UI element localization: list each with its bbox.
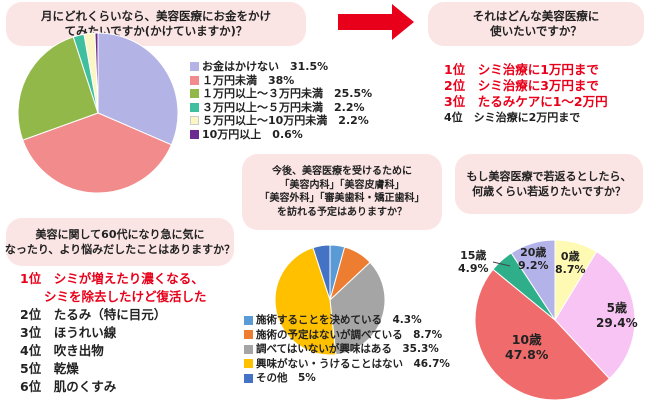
legend-item: １万円以上～３万円未満 25.5% [190, 87, 372, 101]
ranking-item: 3位 たるみケアに1～2万円 [444, 94, 608, 109]
slice-label-name: 0歳 [560, 250, 580, 263]
legend-item: ５万円以上～10万円未満 2.2% [190, 114, 372, 128]
question-line: 今後、美容医療を受けるために [272, 166, 412, 177]
budget-slice-1 [22, 112, 173, 194]
ranking-item: 6位 肌のくすみ [20, 379, 117, 394]
legend-swatch [190, 129, 199, 139]
question-line: 何歳くらい若返りたいですか？ [472, 185, 626, 198]
legend-label: その他 5% [256, 372, 316, 384]
question-usage: それはどんな美容医療に 使いたいですか？ [428, 2, 644, 46]
question-line: それはどんな美容医療に [472, 9, 600, 23]
legend-item: １万円未満 38% [190, 74, 372, 88]
legend-swatch [244, 330, 253, 340]
legend-label: ３万円以上～５万円未満 2.2% [202, 100, 365, 114]
legend-label: 10万円以上 0.6% [202, 127, 303, 141]
legend-label: 興味がない・うけることはない 46.7% [256, 357, 450, 370]
legend-label: お金はかけない 31.5% [202, 60, 329, 73]
slice-label-name: 5歳 [606, 301, 627, 315]
visit-plan-slice-3 [274, 247, 337, 356]
legend-item: お金はかけない 31.5% [190, 60, 372, 74]
question-line: 美容に関して60代になり急に気に [35, 228, 205, 241]
ranking-concerns: 1位 シミが増えたり濃くなる、 シミを除去したけど復活した 2位 たるみ（特に目… [20, 270, 207, 396]
ranking-item: 3位 ほうれい線 [20, 325, 117, 340]
legend-label: １万円未満 38% [202, 73, 295, 87]
slice-label-value: 8.7% [555, 263, 586, 276]
legend-swatch [190, 75, 199, 85]
rejuvenate-slice-2 [474, 268, 611, 401]
legend-item: 施術することを決めている 4.3% [244, 313, 450, 328]
budget-slice-0 [97, 32, 179, 146]
rejuvenate-slice-4 [510, 239, 556, 322]
question-concerns: 美容に関して60代になり急に気に なったり、より悩みだしたことはありますか？ [4, 218, 236, 266]
slice-label-name: 10歳 [511, 332, 542, 347]
question-line: なったり、より悩みだしたことはありますか？ [4, 243, 236, 256]
legend-label: 施術の予定はないが調べている 8.7% [256, 328, 443, 341]
legend-swatch [244, 344, 253, 354]
leader-line [492, 261, 511, 267]
legend-swatch [190, 62, 199, 72]
legend-item: 10万円以上 0.6% [190, 128, 372, 142]
question-rejuvenate: もし美容医療で若返るとしたら、 何歳くらい若返りたいですか？ [455, 154, 643, 214]
question-line: 使いたいですか？ [490, 24, 582, 38]
ranking-uses: 1位 シミ治療に1万円まで 2位 シミ治療に3万円まで 3位 たるみケアに1～2… [444, 62, 608, 126]
legend-visit-plan: 施術することを決めている 4.3% 施術の予定はないが調べている 8.7% 調べ… [244, 313, 450, 386]
ranking-item: 2位 シミ治療に3万円まで [444, 78, 599, 93]
slice-label: 5歳 29.4% [596, 301, 638, 331]
legend-item: その他 5% [244, 371, 450, 386]
question-line: もし美容医療で若返るとしたら、 [466, 170, 632, 183]
slice-label-name: 15歳 [460, 249, 487, 262]
legend-item: ３万円以上～５万円未満 2.2% [190, 101, 372, 115]
ranking-item: 1位 シミ治療に1万円まで [444, 62, 599, 77]
rejuvenate-slice-1 [554, 250, 636, 380]
question-visit-plan: 今後、美容医療を受けるために 「美容内科」「美容皮膚科」 「美容外科」「審美歯科… [242, 154, 442, 230]
legend-item: 施術の予定はないが調べている 8.7% [244, 328, 450, 343]
question-line: 「美容内科」「美容皮膚科」 [279, 179, 405, 191]
legend-swatch [244, 359, 253, 369]
question-line: 「美容外科」「審美歯科・矯正歯科」 [259, 193, 425, 204]
ranking-item: 5位 乾燥 [20, 361, 79, 376]
visit-plan-slice-2 [329, 261, 386, 356]
legend-label: １万円以上～３万円未満 25.5% [202, 87, 373, 100]
ranking-item-continued: シミを除去したけど復活した [44, 289, 207, 304]
slice-label: 20歳 9.2% [518, 246, 549, 272]
legend-label: ５万円以上～10万円未満 2.2% [202, 114, 369, 127]
legend-swatch [190, 116, 199, 126]
legend-budget: お金はかけない 31.5% １万円未満 38% １万円以上～３万円未満 25.5… [190, 60, 372, 141]
slice-label-value: 9.2% [518, 259, 549, 272]
ranking-item: 4位 シミ治療に2万円まで [444, 111, 581, 124]
visit-plan-slice-4 [312, 244, 331, 301]
budget-slice-5 [94, 32, 99, 114]
slice-label-name: 20歳 [520, 246, 547, 259]
slice-label: 15歳 4.9% [458, 249, 489, 275]
legend-label: 施術することを決めている 4.3% [256, 314, 422, 326]
slice-label: 0歳 8.7% [555, 250, 586, 276]
slice-label-value: 47.8% [505, 347, 549, 362]
question-line: を訪れる予定はありますか？ [277, 206, 407, 218]
slice-label-value: 4.9% [458, 262, 489, 275]
question-budget: 月にどれくらいなら、美容医療にお金をかけ てみたいですか(かけていますか)？ [6, 2, 306, 46]
ranking-item: 1位 シミが増えたり濃くなる、 [20, 271, 204, 286]
legend-item: 調べてはいないが興味はある 35.3% [244, 342, 450, 357]
budget-slice-2 [17, 36, 99, 141]
ranking-item: 4位 吹き出物 [20, 343, 104, 358]
slice-label: 10歳 47.8% [505, 332, 548, 362]
legend-swatch [244, 373, 253, 383]
legend-item: 興味がない・うけることはない 46.7% [244, 357, 450, 372]
legend-label: 調べてはいないが興味はある 35.3% [256, 343, 439, 355]
slice-label-value: 29.4% [596, 316, 638, 330]
question-line: 月にどれくらいなら、美容医療にお金をかけ [41, 9, 271, 23]
ranking-item: 2位 たるみ（特に目元） [20, 307, 167, 322]
legend-swatch [190, 89, 199, 99]
legend-swatch [190, 102, 199, 112]
legend-swatch [244, 315, 253, 325]
